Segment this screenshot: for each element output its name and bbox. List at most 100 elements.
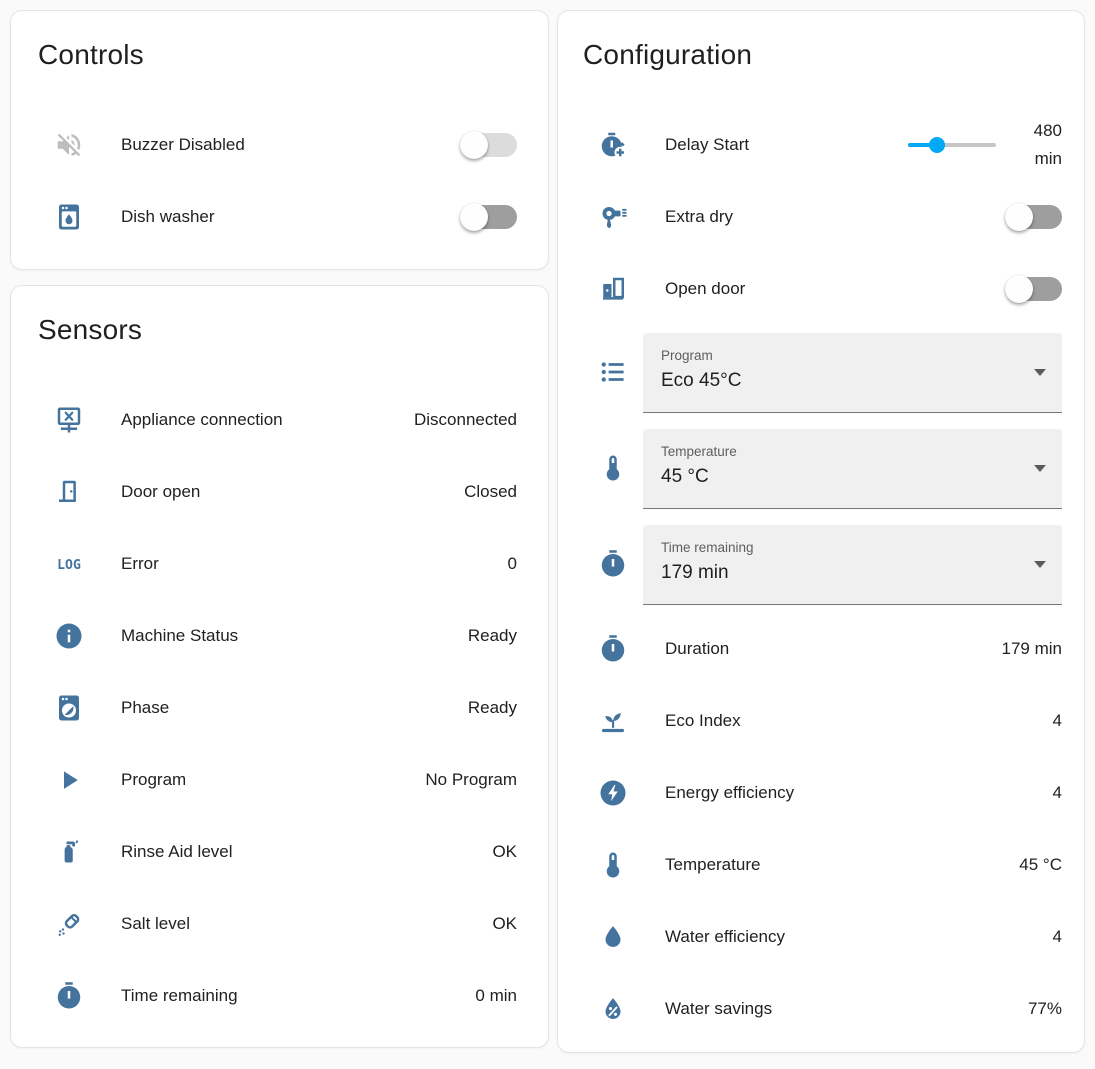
slider-thumb[interactable]: [929, 137, 946, 153]
controls-card: Controls Buzzer Disabled Dish washer: [10, 10, 549, 270]
select-value: 45 °C: [661, 466, 709, 487]
sensor-row-machine-status[interactable]: Machine Status Ready: [11, 600, 548, 672]
information-icon: [54, 621, 84, 651]
select-label: Temperature: [661, 444, 737, 459]
config-row-energy-efficiency[interactable]: Energy efficiency 4: [558, 757, 1084, 829]
sensor-label: Door open: [121, 482, 201, 501]
config-row-water-savings[interactable]: Water savings 77%: [558, 973, 1084, 1045]
flash-circle-icon: [598, 778, 628, 808]
door-icon: [54, 477, 84, 507]
config-select-row-program: Program Eco 45°C: [558, 325, 1084, 421]
water-percent-icon: [598, 994, 628, 1024]
configuration-card-title: Configuration: [583, 39, 753, 70]
dishwasher-toggle[interactable]: [460, 203, 517, 231]
config-label: Temperature: [665, 855, 761, 874]
chevron-down-icon: [1034, 465, 1046, 472]
sensor-value: Disconnected: [413, 410, 517, 429]
config-select-row-temperature: Temperature 45 °C: [558, 421, 1084, 517]
extra-dry-toggle[interactable]: [1005, 203, 1062, 231]
sensor-value: Ready: [467, 626, 517, 645]
chevron-down-icon: [1034, 561, 1046, 568]
sensor-row-time-remaining[interactable]: Time remaining 0 min: [11, 960, 548, 1032]
sensor-row-appliance-connection[interactable]: Appliance connection Disconnected: [11, 384, 548, 456]
monitor-disconnected-icon: [54, 405, 84, 435]
control-row-dishwasher[interactable]: Dish washer: [11, 181, 548, 253]
config-label: Water efficiency: [665, 927, 785, 946]
svg-text:LOG: LOG: [57, 558, 81, 573]
spray-bottle-icon: [54, 837, 84, 867]
configuration-card: Configuration Delay Start 480 min Extra …: [557, 10, 1085, 1053]
sensor-value: OK: [492, 842, 517, 861]
config-row-duration[interactable]: Duration 179 min: [558, 613, 1084, 685]
sensor-value: Ready: [467, 698, 517, 717]
config-row-water-efficiency[interactable]: Water efficiency 4: [558, 901, 1084, 973]
sensor-label: Appliance connection: [121, 410, 283, 429]
config-value: 77%: [1027, 999, 1062, 1018]
sensor-label: Rinse Aid level: [121, 842, 233, 861]
program-select[interactable]: Program Eco 45°C: [643, 333, 1062, 413]
timer-plus-icon: [598, 130, 628, 160]
list-icon: [598, 357, 628, 387]
sensor-value: OK: [492, 914, 517, 933]
delay-start-slider[interactable]: [908, 135, 996, 155]
config-row-extra-dry[interactable]: Extra dry: [558, 181, 1084, 253]
config-label: Water savings: [665, 999, 773, 1018]
log-icon: LOG: [54, 549, 84, 579]
config-label-extra-dry: Extra dry: [665, 207, 734, 226]
sensor-label: Machine Status: [121, 626, 239, 645]
config-row-open-door[interactable]: Open door: [558, 253, 1084, 325]
config-value: 4: [1052, 927, 1062, 946]
chevron-down-icon: [1034, 369, 1046, 376]
sensor-row-program[interactable]: Program No Program: [11, 744, 548, 816]
slider-fill: [908, 143, 938, 147]
controls-card-title: Controls: [38, 39, 144, 70]
config-row-delay-start[interactable]: Delay Start 480 min: [558, 109, 1084, 181]
sensor-label: Salt level: [121, 914, 190, 933]
select-label: Time remaining: [661, 540, 754, 555]
select-value: 179 min: [661, 562, 729, 583]
sensor-row-phase[interactable]: Phase Ready: [11, 672, 548, 744]
door-open-icon: [598, 274, 628, 304]
thermometer-icon: [598, 453, 628, 483]
config-value: 4: [1052, 711, 1062, 730]
sensor-label: Time remaining: [121, 986, 238, 1005]
sensors-card-title: Sensors: [38, 314, 143, 345]
thermometer-icon: [598, 850, 628, 880]
temperature-select[interactable]: Temperature 45 °C: [643, 429, 1062, 509]
delay-start-number: 480: [1033, 121, 1062, 140]
delay-start-unit: min: [1034, 149, 1062, 168]
open-door-toggle[interactable]: [1005, 275, 1062, 303]
control-row-buzzer[interactable]: Buzzer Disabled: [11, 109, 548, 181]
config-label: Duration: [665, 639, 730, 658]
config-select-row-time-remaining: Time remaining 179 min: [558, 517, 1084, 613]
config-row-eco-index[interactable]: Eco Index 4: [558, 685, 1084, 757]
sprout-icon: [598, 706, 628, 736]
sensor-row-rinse-aid[interactable]: Rinse Aid level OK: [11, 816, 548, 888]
sensor-label: Error: [121, 554, 159, 573]
sensor-row-salt[interactable]: Salt level OK: [11, 888, 548, 960]
config-value: 179 min: [1001, 639, 1062, 658]
sensor-row-door-open[interactable]: Door open Closed: [11, 456, 548, 528]
config-label: Eco Index: [665, 711, 741, 730]
config-row-temperature[interactable]: Temperature 45 °C: [558, 829, 1084, 901]
salt-shaker-icon: [54, 909, 84, 939]
config-value: 45 °C: [1019, 855, 1062, 874]
washing-machine-icon: [54, 693, 84, 723]
dishwasher-icon: [54, 202, 84, 232]
sensors-card: Sensors Appliance connection Disconnecte…: [10, 285, 549, 1048]
time-remaining-select[interactable]: Time remaining 179 min: [643, 525, 1062, 605]
delay-start-value: 480 min: [1010, 117, 1062, 173]
water-drop-icon: [598, 922, 628, 952]
timer-icon: [54, 981, 84, 1011]
sensor-value: 0: [507, 554, 517, 573]
sensor-value: Closed: [464, 482, 517, 501]
play-icon: [54, 765, 84, 795]
config-label: Energy efficiency: [665, 783, 795, 802]
slider-track: [908, 143, 996, 147]
sensor-label: Program: [121, 770, 187, 789]
hair-dryer-icon: [598, 202, 628, 232]
toggle-thumb: [460, 203, 488, 231]
sensor-row-error[interactable]: LOG Error 0: [11, 528, 548, 600]
toggle-thumb: [1005, 275, 1033, 303]
buzzer-toggle[interactable]: [460, 131, 517, 159]
